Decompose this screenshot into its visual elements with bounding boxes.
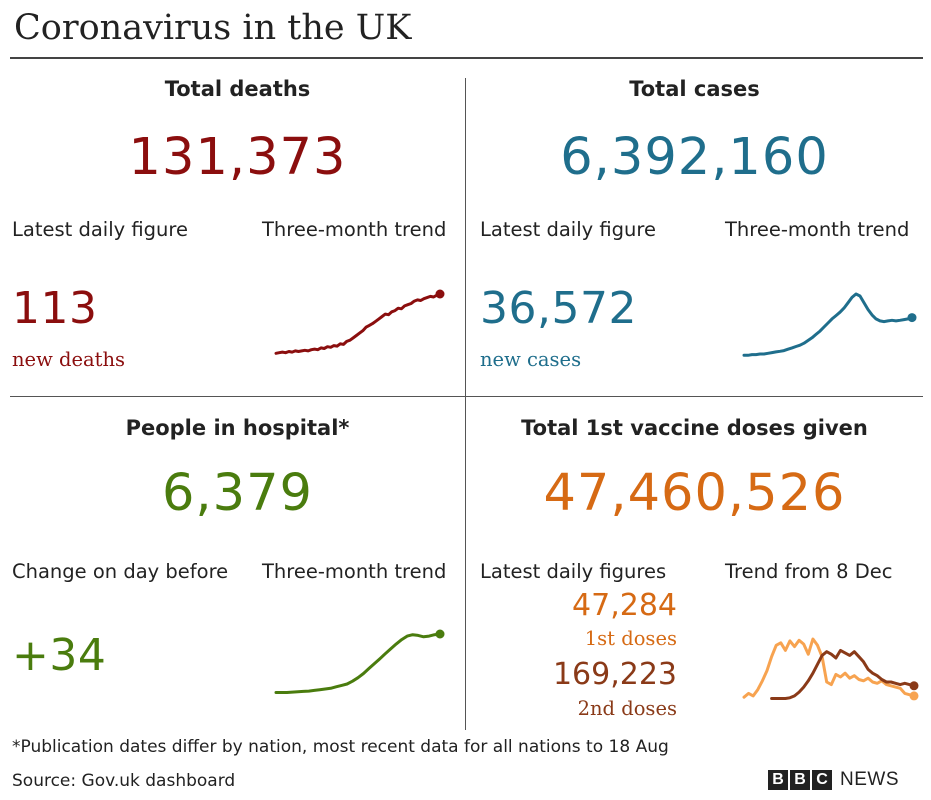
deaths-trend-chart: [274, 289, 445, 355]
hospital-latest-label: Change on day before: [12, 560, 229, 583]
vaccine-total: 47,460,526: [543, 464, 846, 523]
hospital-latest-point-0: [435, 629, 445, 639]
hospital-series-line-0: [274, 632, 442, 694]
second-doses-value: 169,223: [552, 657, 677, 692]
cases-trend-chart: [742, 292, 917, 357]
vaccine-title: Total 1st vaccine doses given: [521, 416, 868, 440]
vaccine-latest-point-0: [909, 691, 919, 701]
vaccine-series-line-0: [742, 637, 916, 699]
source-note: Source: Gov.uk dashboard: [12, 771, 236, 791]
cases-title: Total cases: [629, 77, 760, 101]
cases-latest-label: Latest daily figure: [480, 218, 656, 241]
hospital-title: People in hospital*: [125, 416, 350, 440]
second-doses-caption: 2nd doses: [577, 697, 677, 720]
cases-total: 6,392,160: [560, 128, 829, 187]
hospital-trend-chart: [274, 629, 445, 694]
page-title: Coronavirus in the UK: [14, 8, 412, 48]
cases-daily-value: 36,572: [480, 283, 637, 334]
first-doses-value: 47,284: [572, 588, 677, 623]
cases-trend-label: Three-month trend: [725, 218, 910, 241]
deaths-latest-label: Latest daily figure: [12, 218, 188, 241]
hospital-daily-value: +34: [12, 630, 107, 681]
logo-letter: B: [768, 769, 788, 790]
logo-letter: B: [790, 769, 810, 790]
deaths-trend-label: Three-month trend: [262, 218, 447, 241]
first-doses-caption: 1st doses: [584, 627, 677, 650]
horizontal-divider: [10, 396, 923, 397]
bbc-news-logo: B B C NEWS: [768, 769, 899, 790]
cases-series-line-0: [742, 292, 914, 357]
logo-letter: C: [812, 769, 832, 790]
deaths-daily-value: 113: [12, 283, 98, 334]
vaccine-series-line-1: [770, 648, 916, 700]
vaccine-latest-label: Latest daily figures: [480, 560, 667, 583]
footnote: *Publication dates differ by nation, mos…: [12, 737, 669, 757]
deaths-daily-caption: new deaths: [12, 348, 126, 371]
cases-latest-point-0: [907, 313, 917, 323]
vaccine-trend-chart: [742, 637, 919, 701]
deaths-series-line-0: [274, 292, 442, 355]
deaths-total: 131,373: [128, 128, 347, 187]
cases-daily-caption: new cases: [480, 348, 582, 371]
deaths-latest-point-0: [435, 289, 445, 299]
hospital-trend-label: Three-month trend: [262, 560, 447, 583]
logo-word: NEWS: [840, 768, 899, 790]
title-divider: [10, 57, 923, 59]
vertical-divider: [465, 78, 466, 730]
deaths-title: Total deaths: [164, 77, 311, 101]
vaccine-latest-point-1: [909, 681, 919, 691]
hospital-total: 6,379: [161, 464, 313, 523]
vaccine-trend-label: Trend from 8 Dec: [725, 560, 893, 583]
